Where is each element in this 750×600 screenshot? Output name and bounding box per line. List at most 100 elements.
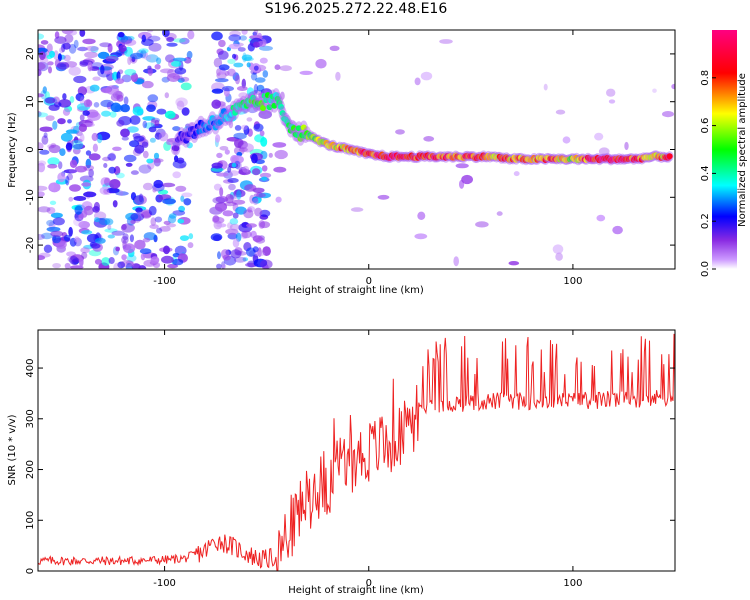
- heatmap-speckle: [121, 74, 132, 83]
- heatmap-speckle: [180, 82, 192, 91]
- heatmap-speckle: [39, 126, 53, 132]
- heatmap-speckle: [496, 211, 503, 216]
- colorbar-tick-label: 0.4: [700, 165, 711, 181]
- heatmap-speckle: [228, 170, 239, 176]
- heatmap-speckle: [108, 166, 116, 174]
- heatmap-speckle: [221, 264, 227, 269]
- heatmap-speckle: [112, 200, 118, 208]
- heatmap-speckle: [594, 132, 604, 141]
- heatmap-speckle: [64, 34, 74, 43]
- heatmap-speckle: [662, 111, 674, 118]
- heatmap-speckle: [241, 30, 248, 35]
- heatmap-speckle: [153, 157, 161, 167]
- heatmap-speckle: [59, 148, 66, 157]
- colorbar-gradient: [712, 30, 737, 269]
- heatmap-speckle: [106, 187, 120, 194]
- heatmap-speckle: [160, 68, 174, 74]
- heatmap-speckle: [423, 136, 435, 142]
- heatmap-speckle: [260, 259, 273, 269]
- heatmap-speckle: [109, 179, 121, 189]
- heatmap-speckle: [238, 147, 248, 152]
- snr-x-tick-label: 100: [563, 578, 582, 589]
- heatmap-speckle: [58, 99, 72, 108]
- heatmap-speckle: [86, 99, 91, 107]
- heatmap-speckle: [83, 99, 93, 108]
- heatmap-speckle: [543, 83, 548, 91]
- snr-x-tick-label: -100: [153, 578, 176, 589]
- heatmap-speckle: [259, 45, 273, 51]
- heatmap-speckle: [52, 120, 58, 130]
- spectrogram-y-tick-label: 0: [25, 146, 36, 152]
- heatmap-speckle: [606, 88, 616, 97]
- heatmap-speckle: [158, 131, 169, 142]
- heatmap-speckle: [242, 257, 249, 262]
- heatmap-speckle: [455, 163, 469, 169]
- heatmap-speckle: [243, 125, 250, 135]
- heatmap-speckle: [149, 137, 156, 143]
- heatmap-speckle: [77, 46, 88, 52]
- heatmap-speckle: [38, 162, 46, 173]
- heatmap-speckle: [153, 179, 164, 189]
- heatmap-speckle: [259, 57, 268, 64]
- spectrogram-y-tick-label: -10: [25, 189, 36, 205]
- heatmap-speckle: [38, 33, 45, 40]
- heatmap-speckle: [85, 45, 99, 52]
- heatmap-speckle: [144, 55, 152, 61]
- heatmap-speckle: [244, 184, 257, 192]
- heatmap-speckle: [156, 57, 162, 65]
- heatmap-speckle: [87, 61, 93, 72]
- heatmap-speckle: [124, 68, 137, 76]
- heatmap-speckle: [121, 236, 129, 244]
- heatmap-speckle: [54, 36, 67, 44]
- heatmap-speckle: [229, 223, 240, 231]
- heatmap-speckle: [46, 226, 61, 232]
- heatmap-speckle: [166, 223, 177, 228]
- heatmap-speckle: [241, 54, 253, 61]
- heatmap-speckle: [59, 47, 65, 54]
- heatmap-speckle: [90, 243, 101, 249]
- heatmap-speckle: [38, 69, 42, 77]
- heatmap-speckle: [63, 169, 77, 174]
- colorbar-tick-label: 0.2: [700, 213, 711, 229]
- heatmap-speckle: [127, 56, 132, 65]
- heatmap-speckle: [216, 223, 227, 228]
- heatmap-speckle: [420, 71, 433, 81]
- heatmap-speckle: [91, 132, 99, 142]
- heatmap-speckle: [253, 41, 260, 48]
- heatmap-speckle: [57, 118, 66, 125]
- heatmap-speckle: [146, 104, 156, 112]
- heatmap-speckle: [129, 115, 141, 125]
- spectrogram-x-axis-label: Height of straight line (km): [288, 285, 424, 296]
- heatmap-speckle: [38, 255, 46, 261]
- heatmap-speckle: [562, 136, 571, 144]
- heatmap-speckle: [120, 259, 134, 268]
- heatmap-speckle: [176, 100, 185, 111]
- heatmap-speckle: [461, 174, 473, 185]
- heatmap-speckle: [132, 106, 144, 116]
- heatmap-speckle: [81, 230, 93, 235]
- heatmap-speckle: [508, 261, 520, 266]
- heatmap-speckle: [240, 143, 254, 153]
- colorbar: 0.0 0.2 0.4 0.6 0.8 Normalized spectral ampl…: [700, 30, 748, 277]
- heatmap-speckle: [161, 182, 176, 188]
- heatmap-speckle: [173, 38, 186, 43]
- heatmap-speckle: [552, 244, 564, 254]
- heatmap-speckle: [148, 126, 157, 133]
- heatmap-speckle: [147, 94, 159, 103]
- heatmap-speckle: [64, 262, 71, 269]
- heatmap-speckle: [230, 249, 242, 259]
- heatmap-speckle: [233, 62, 244, 68]
- heatmap-speckle: [65, 129, 78, 134]
- heatmap-speckle: [180, 76, 190, 82]
- heatmap-speckle: [129, 262, 135, 267]
- spectrogram-y-tick-label: 10: [25, 95, 36, 108]
- heatmap-speckle: [671, 83, 675, 90]
- ridge-cell: [291, 125, 297, 132]
- snr-panel: -100 0 100 0 100 200 300 400 Height of straigh…: [7, 329, 676, 596]
- heatmap-speckle: [38, 185, 48, 191]
- heatmap-speckle: [187, 242, 194, 249]
- heatmap-speckle: [219, 187, 224, 197]
- heatmap-speckle: [176, 157, 185, 164]
- heatmap-speckle: [117, 39, 132, 45]
